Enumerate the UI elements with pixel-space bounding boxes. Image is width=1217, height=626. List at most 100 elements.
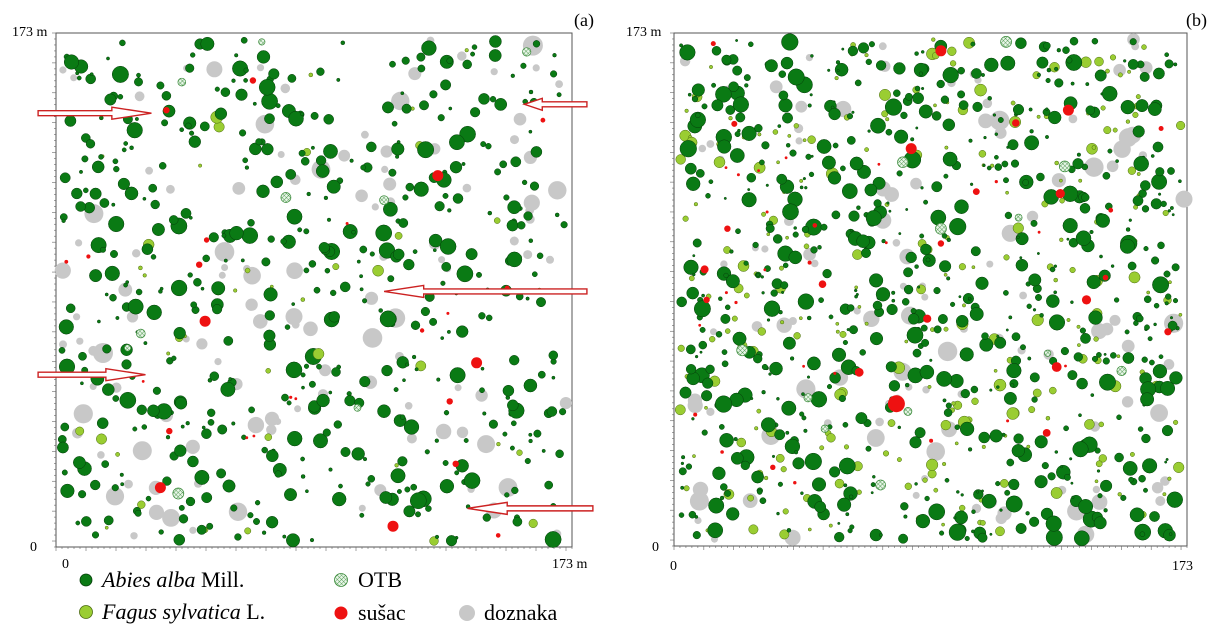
abies-point xyxy=(954,424,961,430)
fagus-point xyxy=(793,123,799,129)
abies-point xyxy=(316,363,322,370)
abies-point xyxy=(679,140,697,158)
abies-point xyxy=(344,395,356,407)
doznaka-point xyxy=(1091,494,1108,510)
abies-point xyxy=(125,280,130,284)
fagus-point xyxy=(835,321,840,326)
abies-point xyxy=(1140,180,1151,191)
abies-point xyxy=(921,86,925,91)
abies-point xyxy=(81,516,92,527)
abies-point xyxy=(1034,475,1048,489)
abies-point xyxy=(978,431,990,444)
abies-point xyxy=(300,474,306,479)
doznaka-point xyxy=(1091,323,1108,340)
abies-point xyxy=(285,169,297,180)
abies-point xyxy=(1062,218,1078,234)
abies-point xyxy=(315,155,327,166)
abies-point xyxy=(274,470,282,478)
susac-point xyxy=(294,397,298,401)
abies-point xyxy=(885,128,893,136)
abies-point xyxy=(725,274,740,289)
abies-point xyxy=(945,402,952,409)
abies-point xyxy=(1080,333,1091,344)
abies-point xyxy=(333,420,342,429)
abies-point xyxy=(399,414,406,420)
abies-point xyxy=(252,101,257,106)
doznaka-point xyxy=(1121,396,1134,408)
abies-point xyxy=(969,182,974,186)
abies-point xyxy=(209,371,220,381)
doznaka-point xyxy=(380,145,393,158)
fagus-point xyxy=(864,147,869,152)
abies-point xyxy=(214,86,220,92)
abies-point xyxy=(170,279,188,297)
abies-point xyxy=(1045,107,1049,111)
abies-point xyxy=(60,422,70,432)
abies-point xyxy=(691,95,699,103)
susac-point xyxy=(141,380,145,383)
doznaka-point xyxy=(1163,359,1175,370)
doznaka-point xyxy=(921,293,929,301)
doznaka-point xyxy=(761,245,769,253)
doznaka-point xyxy=(75,239,83,247)
doznaka-point xyxy=(435,423,452,440)
abies-point xyxy=(870,117,886,134)
abies-point xyxy=(185,421,190,426)
abies-point xyxy=(918,71,923,76)
abies-point xyxy=(449,134,465,151)
abies-point xyxy=(760,275,764,279)
abies-point xyxy=(249,142,262,156)
abies-point xyxy=(981,493,997,509)
abies-point xyxy=(721,349,728,355)
legend-marker-susac xyxy=(334,606,348,620)
susac-point xyxy=(757,169,760,173)
fagus-point xyxy=(528,518,538,528)
annotation-arrow xyxy=(522,97,588,112)
abies-point xyxy=(821,155,836,170)
abies-point xyxy=(425,505,432,512)
abies-point xyxy=(842,339,848,346)
abies-point xyxy=(190,301,198,309)
abies-point xyxy=(1010,383,1015,388)
fagus-point xyxy=(394,231,403,240)
doznaka-point xyxy=(221,264,229,271)
abies-point xyxy=(61,218,66,223)
abies-point xyxy=(1150,154,1155,158)
abies-point xyxy=(729,148,745,163)
otb-point xyxy=(875,479,886,491)
fagus-point xyxy=(1086,143,1098,155)
abies-point xyxy=(178,514,189,524)
abies-point xyxy=(849,156,864,171)
susac-point xyxy=(432,170,444,182)
abies-point xyxy=(968,296,971,300)
susac-point xyxy=(203,237,210,243)
abies-point xyxy=(1101,85,1118,102)
susac-point xyxy=(540,117,546,123)
abies-point xyxy=(187,272,193,278)
abies-point xyxy=(1031,396,1038,403)
abies-point xyxy=(875,60,887,71)
abies-point xyxy=(528,432,533,437)
abies-point xyxy=(799,185,804,190)
abies-point xyxy=(239,129,247,137)
abies-point xyxy=(702,377,714,389)
abies-point xyxy=(981,73,985,77)
abies-point xyxy=(1096,352,1102,358)
fagus-point xyxy=(927,384,932,389)
abies-point xyxy=(820,223,828,231)
abies-point xyxy=(1143,487,1148,493)
susac-point xyxy=(1102,274,1109,281)
abies-point xyxy=(904,382,910,388)
abies-point xyxy=(429,317,438,326)
abies-point xyxy=(1153,67,1165,80)
panel-b-x-min-label: 0 xyxy=(670,559,677,574)
abies-point xyxy=(1093,516,1107,530)
abies-point xyxy=(1123,59,1127,63)
abies-point xyxy=(720,483,728,491)
fagus-point xyxy=(244,267,251,274)
abies-point xyxy=(301,385,305,390)
abies-point xyxy=(841,183,858,199)
abies-point xyxy=(83,187,89,194)
fagus-point xyxy=(1059,197,1065,204)
doznaka-point xyxy=(475,389,488,402)
